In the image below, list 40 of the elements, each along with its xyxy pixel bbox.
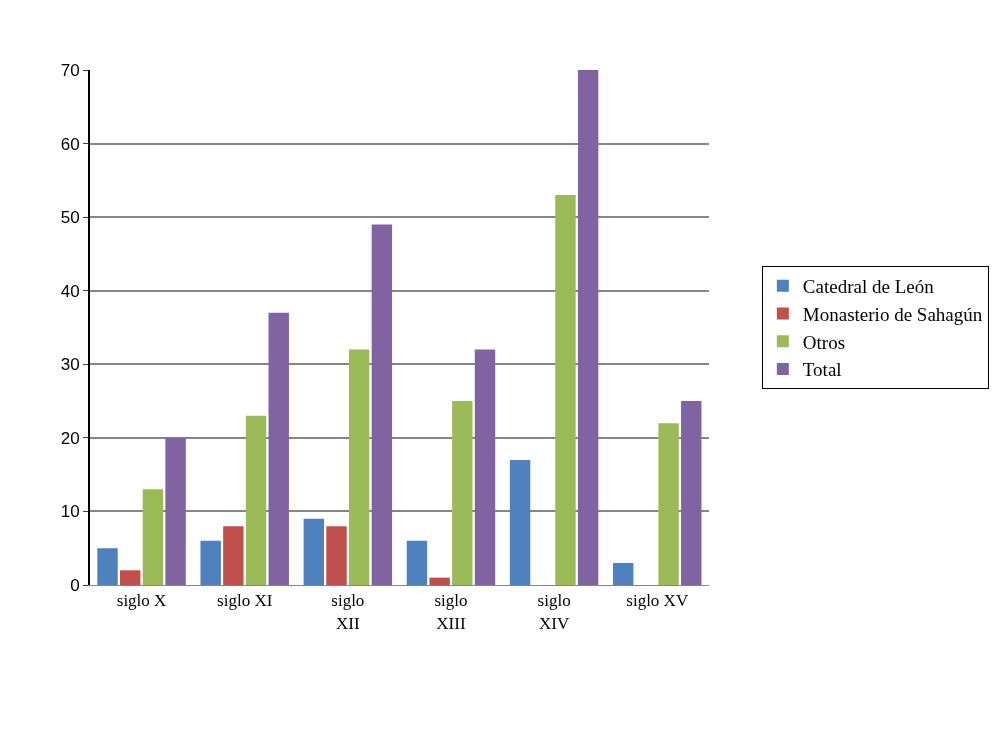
bar [326,526,347,585]
bar [97,548,118,585]
x-tick-label: siglo XIII [434,591,468,633]
bar [474,349,496,585]
bar [268,312,289,585]
y-tick-label: 40 [60,281,80,301]
bar [612,562,634,585]
bar [509,459,531,585]
x-tick-label: siglo XI [217,591,273,611]
bar [452,401,473,585]
bar [223,526,244,585]
x-tick-label: siglo XV [626,591,689,611]
y-tick-label: 70 [60,60,80,80]
bar [200,540,221,585]
y-tick-label: 60 [60,134,80,154]
y-tick-label: 50 [60,208,80,228]
legend-label: Monasterio de Sahagún [802,303,983,325]
y-tick-label: 30 [60,355,80,375]
bar [348,349,370,585]
y-tick-label: 10 [60,502,80,522]
bar [371,224,393,585]
bar [245,415,267,585]
bar [429,577,450,585]
x-tick-label: siglo X [116,591,167,611]
bar [142,489,164,585]
x-tick-label: siglo XII [331,591,365,633]
bar [555,195,576,585]
x-tick-label: siglo XIV [537,591,571,633]
bar [658,423,679,585]
bar [406,540,428,585]
bar [681,401,702,585]
bar [303,518,325,585]
legend-label: Catedral de León [802,276,935,298]
bar [577,70,599,585]
y-tick-label: 20 [60,428,80,448]
legend-label: Total [802,359,842,381]
bar [120,570,141,585]
bar [165,437,186,585]
y-tick-label: 0 [70,575,80,595]
legend-label: Otros [802,331,846,353]
